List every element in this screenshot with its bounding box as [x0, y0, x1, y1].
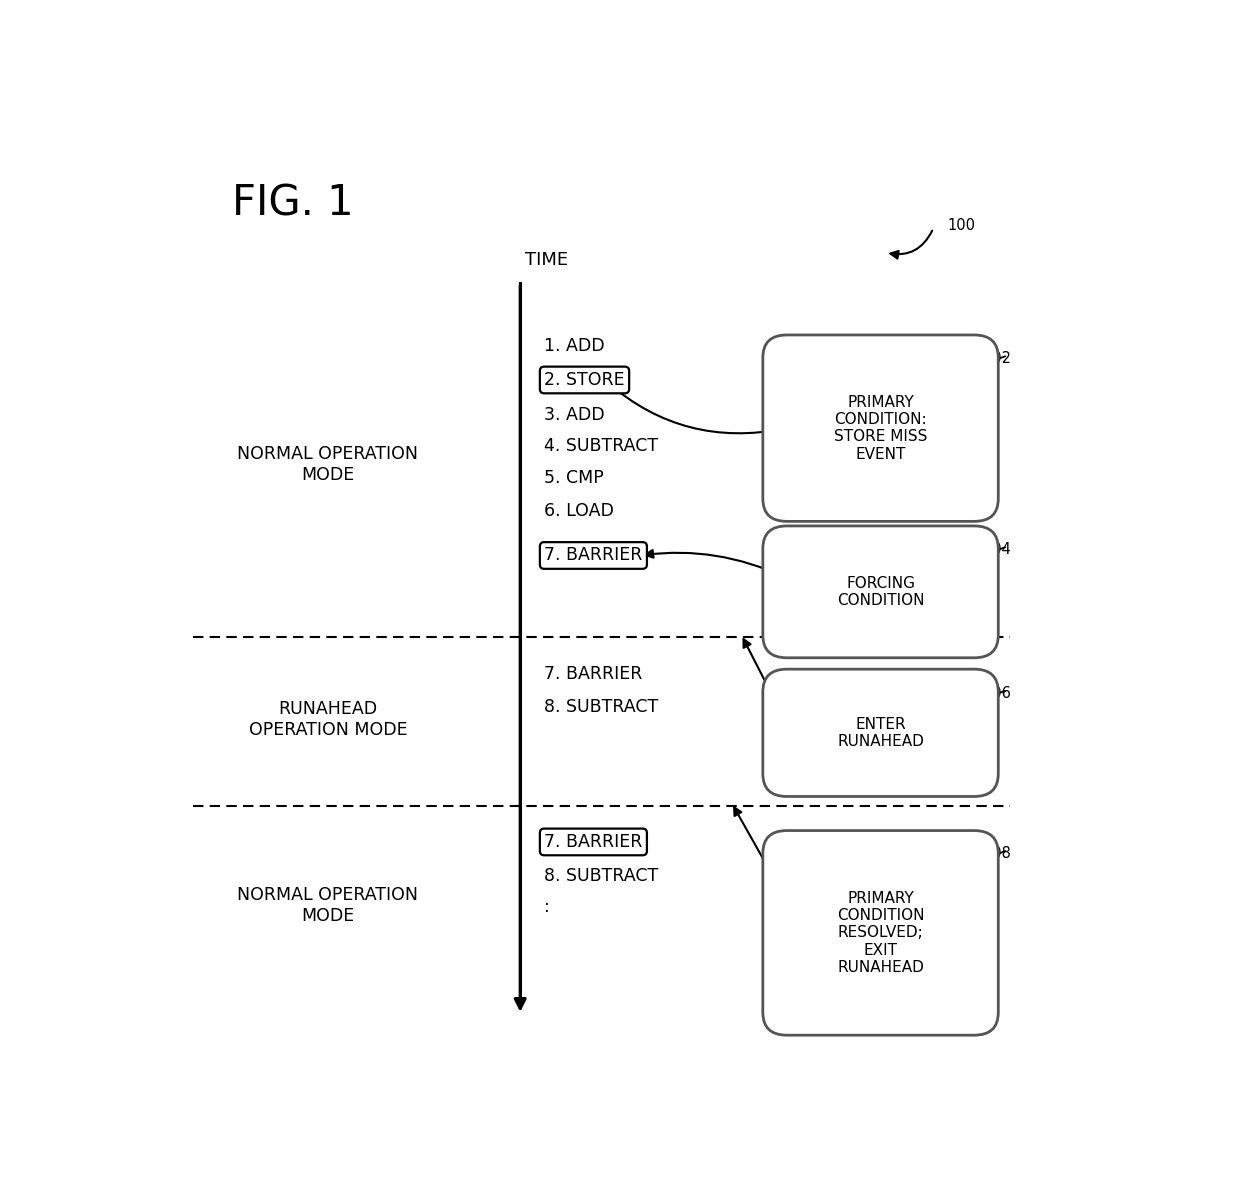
Text: 8. SUBTRACT: 8. SUBTRACT: [544, 698, 658, 717]
Text: NORMAL OPERATION
MODE: NORMAL OPERATION MODE: [238, 886, 418, 925]
Text: 6. LOAD: 6. LOAD: [544, 502, 614, 520]
Text: 4. SUBTRACT: 4. SUBTRACT: [544, 437, 658, 456]
Text: :: :: [544, 899, 551, 916]
Text: 8. SUBTRACT: 8. SUBTRACT: [544, 867, 658, 885]
Text: 7. BARRIER: 7. BARRIER: [544, 547, 642, 565]
Text: 104: 104: [983, 542, 1012, 557]
Text: 1. ADD: 1. ADD: [544, 338, 605, 355]
Text: FIG. 1: FIG. 1: [232, 183, 353, 224]
Text: 5. CMP: 5. CMP: [544, 469, 604, 488]
FancyBboxPatch shape: [763, 670, 998, 796]
Text: 2. STORE: 2. STORE: [544, 371, 625, 389]
Text: PRIMARY
CONDITION
RESOLVED;
EXIT
RUNAHEAD: PRIMARY CONDITION RESOLVED; EXIT RUNAHEA…: [837, 890, 924, 976]
Text: 106: 106: [983, 685, 1012, 700]
FancyBboxPatch shape: [763, 830, 998, 1036]
Text: FORCING
CONDITION: FORCING CONDITION: [837, 575, 924, 608]
Text: 7. BARRIER: 7. BARRIER: [544, 833, 642, 852]
Text: 100: 100: [947, 217, 976, 233]
Text: NORMAL OPERATION
MODE: NORMAL OPERATION MODE: [238, 445, 418, 484]
Text: TIME: TIME: [525, 252, 568, 269]
Text: RUNAHEAD
OPERATION MODE: RUNAHEAD OPERATION MODE: [249, 700, 407, 738]
Text: 3. ADD: 3. ADD: [544, 405, 605, 424]
Text: 102: 102: [983, 351, 1012, 366]
FancyBboxPatch shape: [763, 526, 998, 658]
Text: 108: 108: [983, 846, 1012, 861]
Text: ENTER
RUNAHEAD: ENTER RUNAHEAD: [837, 717, 924, 749]
Text: 7. BARRIER: 7. BARRIER: [544, 665, 642, 683]
FancyBboxPatch shape: [763, 335, 998, 521]
Text: PRIMARY
CONDITION:
STORE MISS
EVENT: PRIMARY CONDITION: STORE MISS EVENT: [833, 394, 928, 462]
